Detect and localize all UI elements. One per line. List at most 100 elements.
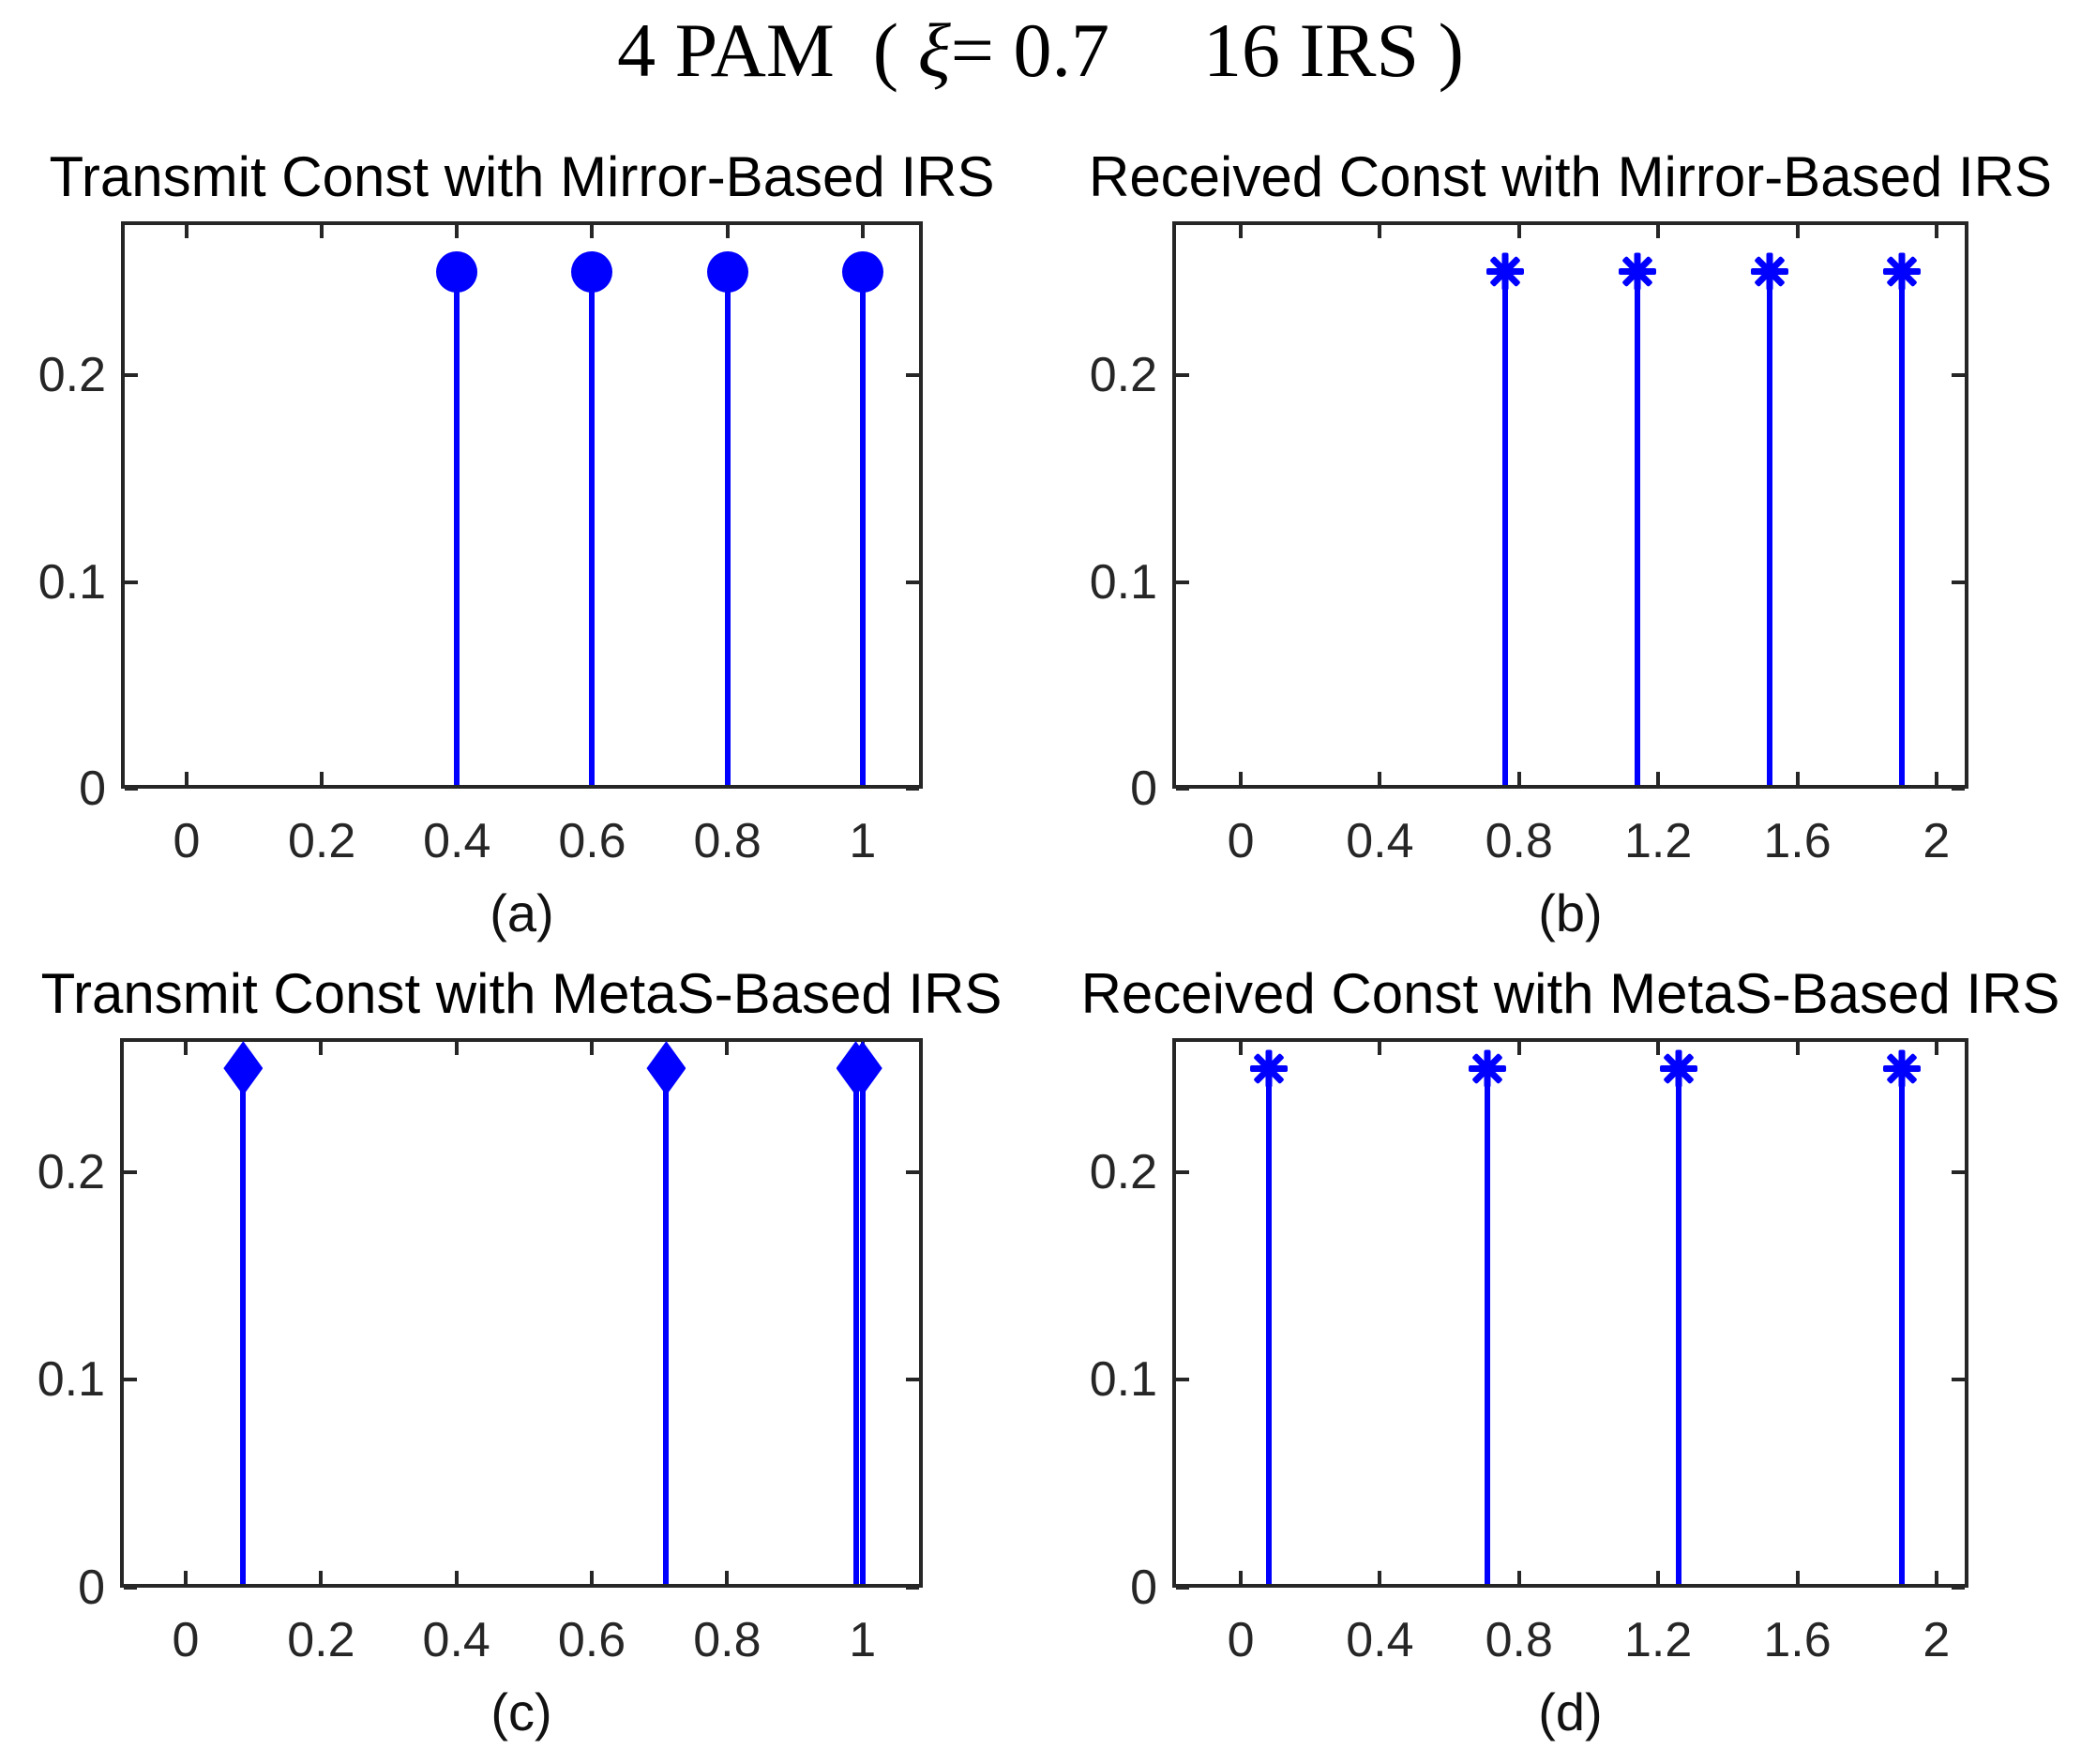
y-tick-mirror	[1952, 787, 1965, 791]
x-tick-label: 0.2	[287, 814, 356, 868]
y-tick-label: 0.2	[38, 348, 106, 403]
stem	[1898, 1068, 1905, 1584]
stem	[852, 1068, 859, 1584]
stem-marker-circle	[841, 250, 883, 293]
x-tick-label: 0	[1227, 1613, 1255, 1667]
panel-label-a: (a)	[490, 883, 554, 942]
x-tick-mirror	[1378, 225, 1382, 238]
y-tick-mirror	[1952, 1378, 1965, 1382]
x-tick-label: 0.2	[287, 1613, 355, 1667]
y-tick	[124, 1586, 137, 1590]
x-tick-label: 0	[1227, 814, 1255, 868]
y-tick-label: 0.2	[1089, 1144, 1157, 1199]
y-tick-mirror	[1952, 580, 1965, 584]
x-tick-mirror	[319, 1042, 324, 1055]
x-tick-label: 1.2	[1623, 814, 1693, 868]
y-tick-mirror	[906, 373, 919, 378]
y-tick-label: 0.1	[1089, 1352, 1157, 1408]
stem	[724, 271, 731, 785]
x-tick	[184, 1571, 188, 1584]
x-tick	[1378, 772, 1382, 785]
x-tick-mirror	[184, 1042, 188, 1055]
y-tick-label: 0.2	[1089, 348, 1157, 403]
y-tick-label: 0	[1130, 1560, 1157, 1615]
x-tick-mirror	[1656, 225, 1661, 238]
x-tick-mirror	[455, 225, 460, 238]
stem-marker-circle	[706, 250, 748, 293]
figure-title-part1: 4 PAM (	[617, 8, 918, 93]
stem-marker-asterisk	[1882, 252, 1921, 291]
x-tick-mirror	[454, 1042, 459, 1055]
stem	[1898, 271, 1905, 785]
x-tick-mirror	[1934, 1042, 1938, 1055]
subplot-title-b: Received Const with Mirror-Based IRS	[1088, 145, 2052, 208]
figure-title-part2: = 0.7	[950, 8, 1109, 93]
x-tick	[319, 1571, 324, 1584]
x-tick-label: 1	[849, 814, 877, 868]
y-tick-mirror	[906, 1378, 919, 1382]
stem	[859, 1068, 866, 1584]
x-tick	[1656, 1571, 1661, 1584]
stem-marker-circle	[571, 250, 613, 293]
x-tick	[725, 1571, 730, 1584]
x-tick-mirror	[1239, 1042, 1244, 1055]
stem-marker-asterisk	[1750, 252, 1788, 291]
y-tick-label: 0	[79, 761, 106, 816]
x-tick	[454, 1571, 459, 1584]
stem-marker-asterisk	[1882, 1049, 1921, 1088]
y-tick	[124, 1378, 137, 1382]
y-tick	[1176, 787, 1189, 791]
x-tick-mirror	[320, 225, 324, 238]
x-tick-mirror	[860, 225, 865, 238]
y-tick-label: 0.1	[1089, 554, 1157, 610]
y-tick-label: 0.1	[38, 554, 106, 610]
x-tick-mirror	[1516, 1042, 1521, 1055]
stem-marker-asterisk	[1485, 252, 1524, 291]
subplot-title-a: Transmit Const with Mirror-Based IRS	[49, 145, 995, 208]
stem	[1265, 1068, 1272, 1584]
x-tick-label: 0	[172, 1613, 200, 1667]
x-tick-label: 0.6	[557, 1613, 626, 1667]
x-tick-label: 1.6	[1763, 814, 1832, 868]
y-tick-mirror	[1952, 373, 1965, 378]
stem	[1676, 1068, 1682, 1584]
stem	[240, 1068, 247, 1584]
stem	[454, 271, 460, 785]
x-tick-label: 0.8	[693, 1613, 762, 1667]
panel-label-c: (c)	[490, 1682, 552, 1741]
x-tick	[1378, 1571, 1382, 1584]
x-tick	[1795, 772, 1800, 785]
y-tick-mirror	[1952, 1169, 1965, 1174]
x-tick	[1934, 772, 1938, 785]
x-tick-label: 0.4	[1346, 814, 1414, 868]
x-tick-mirror	[590, 1042, 595, 1055]
x-tick-mirror	[184, 225, 188, 238]
y-tick-mirror	[906, 1169, 919, 1174]
y-tick-label: 0	[78, 1560, 105, 1615]
y-tick	[125, 787, 138, 791]
stem-marker-asterisk	[1660, 1049, 1698, 1088]
x-tick-mirror	[1795, 225, 1800, 238]
xi-symbol: ξ	[917, 8, 951, 93]
x-tick-mirror	[1516, 225, 1521, 238]
x-tick-mirror	[1934, 225, 1938, 238]
stem	[663, 1068, 670, 1584]
stem-marker-asterisk	[1469, 1049, 1507, 1088]
stem	[1634, 271, 1640, 785]
y-tick-mirror	[906, 787, 919, 791]
x-tick-mirror	[1656, 1042, 1661, 1055]
x-tick-label: 0.4	[423, 814, 491, 868]
x-tick-label: 1	[849, 1613, 877, 1667]
x-tick-label: 0	[173, 814, 201, 868]
x-tick-label: 0.8	[1485, 814, 1553, 868]
y-tick-mirror	[1952, 1586, 1965, 1590]
stem	[589, 271, 596, 785]
y-tick	[125, 580, 138, 584]
x-tick-label: 0.4	[1346, 1613, 1414, 1667]
y-tick-label: 0	[1130, 761, 1157, 816]
y-tick-label: 0.2	[37, 1144, 105, 1199]
x-tick	[1239, 1571, 1244, 1584]
y-tick-mirror	[906, 580, 919, 584]
figure-title: 4 PAM ( ξ= 0.7 16 IRS )	[0, 6, 2081, 96]
